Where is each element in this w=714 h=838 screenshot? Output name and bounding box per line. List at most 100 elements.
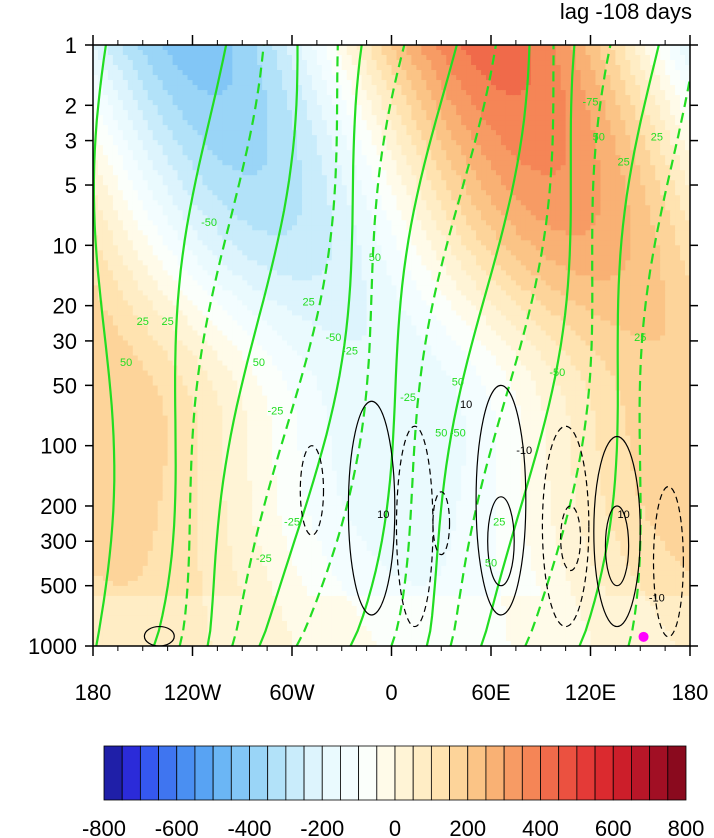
shading-cell (520, 105, 527, 111)
shading-cell (411, 185, 417, 191)
shading-cell (411, 115, 417, 121)
shading-cell (655, 145, 661, 151)
shading-cell (615, 220, 621, 226)
shading-cell (401, 130, 408, 136)
shading-cell (685, 175, 690, 181)
shading-cell (282, 210, 288, 216)
shading-cell (565, 60, 572, 66)
shading-cell (262, 155, 268, 161)
shading-cell (396, 145, 403, 151)
shading-cell (197, 235, 204, 241)
shading-cell (192, 240, 199, 246)
shading-cell (157, 100, 164, 106)
shading-cell (406, 160, 412, 166)
shading-cell (660, 240, 666, 246)
shading-cell (441, 110, 447, 116)
shading-cell (311, 50, 318, 56)
shading-cell (142, 45, 149, 51)
shading-cell (685, 80, 690, 86)
shading-cell (620, 120, 626, 126)
shading-cell (112, 100, 119, 106)
shading-cell (197, 90, 204, 96)
shading-cell (331, 125, 338, 131)
shading-cell (122, 225, 129, 231)
shading-cell (510, 160, 517, 166)
shading-cell (431, 230, 437, 236)
shading-cell (287, 185, 293, 191)
shading-cell (207, 45, 213, 51)
shading-cell (152, 190, 159, 196)
shading-cell (187, 90, 194, 96)
shading-cell (311, 190, 318, 196)
shading-cell (446, 150, 452, 156)
shading-cell (192, 225, 199, 231)
shading-cell (431, 130, 437, 136)
shading-cell (346, 85, 353, 91)
shading-cell (257, 160, 263, 166)
shading-cell (242, 180, 248, 186)
shading-cell (386, 95, 393, 101)
shading-cell (142, 135, 149, 141)
shading-cell (620, 60, 626, 66)
shading-cell (685, 170, 690, 176)
shading-cell (471, 65, 477, 71)
shading-cell (326, 70, 333, 76)
shading-cell (237, 245, 243, 251)
shading-cell (565, 55, 572, 61)
shading-cell (595, 145, 602, 151)
shading-cell (421, 210, 427, 216)
shading-cell (630, 100, 636, 106)
shading-cell (665, 90, 671, 96)
shading-cell (451, 165, 457, 171)
shading-cell (396, 250, 403, 256)
shading-cell (137, 50, 144, 56)
shading-cell (495, 200, 502, 206)
shading-cell (670, 105, 676, 111)
shading-cell (670, 190, 676, 196)
shading-cell (152, 205, 159, 211)
shading-cell (162, 60, 169, 66)
shading-cell (401, 75, 408, 81)
shading-cell (471, 145, 477, 151)
shading-cell (182, 195, 189, 201)
shading-cell (212, 70, 218, 76)
shading-cell (102, 80, 109, 86)
shading-cell (446, 165, 452, 171)
shading-cell (371, 115, 378, 121)
shading-cell (371, 135, 378, 141)
shading-cell (615, 175, 621, 181)
shading-cell (426, 100, 432, 106)
shading-cell (505, 180, 512, 186)
shading-cell (127, 55, 134, 61)
shading-cell (481, 70, 487, 76)
shading-cell (132, 75, 139, 81)
shading-cell (167, 240, 174, 246)
shading-cell (366, 55, 373, 61)
shading-cell (311, 130, 318, 136)
shading-cell (197, 145, 204, 151)
shading-cell (257, 135, 263, 141)
shading-cell (421, 230, 427, 236)
shading-cell (152, 210, 159, 216)
shading-cell (635, 160, 641, 166)
shading-cell (346, 170, 353, 176)
shading-cell (152, 105, 159, 111)
shading-cell (446, 210, 452, 216)
shading-cell (615, 120, 621, 126)
shading-cell (356, 240, 363, 246)
shading-cell (247, 55, 253, 61)
shading-cell (222, 160, 228, 166)
shading-cell (242, 60, 248, 66)
shading-cell (277, 205, 283, 211)
shading-cell (257, 190, 263, 196)
shading-cell (650, 120, 656, 126)
shading-cell (287, 70, 293, 76)
shading-cell (112, 215, 119, 221)
shading-cell (371, 55, 378, 61)
shading-cell (192, 170, 199, 176)
shading-cell (187, 110, 194, 116)
shading-cell (401, 145, 408, 151)
shading-cell (252, 225, 258, 231)
shading-cell (376, 190, 383, 196)
shading-cell (282, 50, 288, 56)
